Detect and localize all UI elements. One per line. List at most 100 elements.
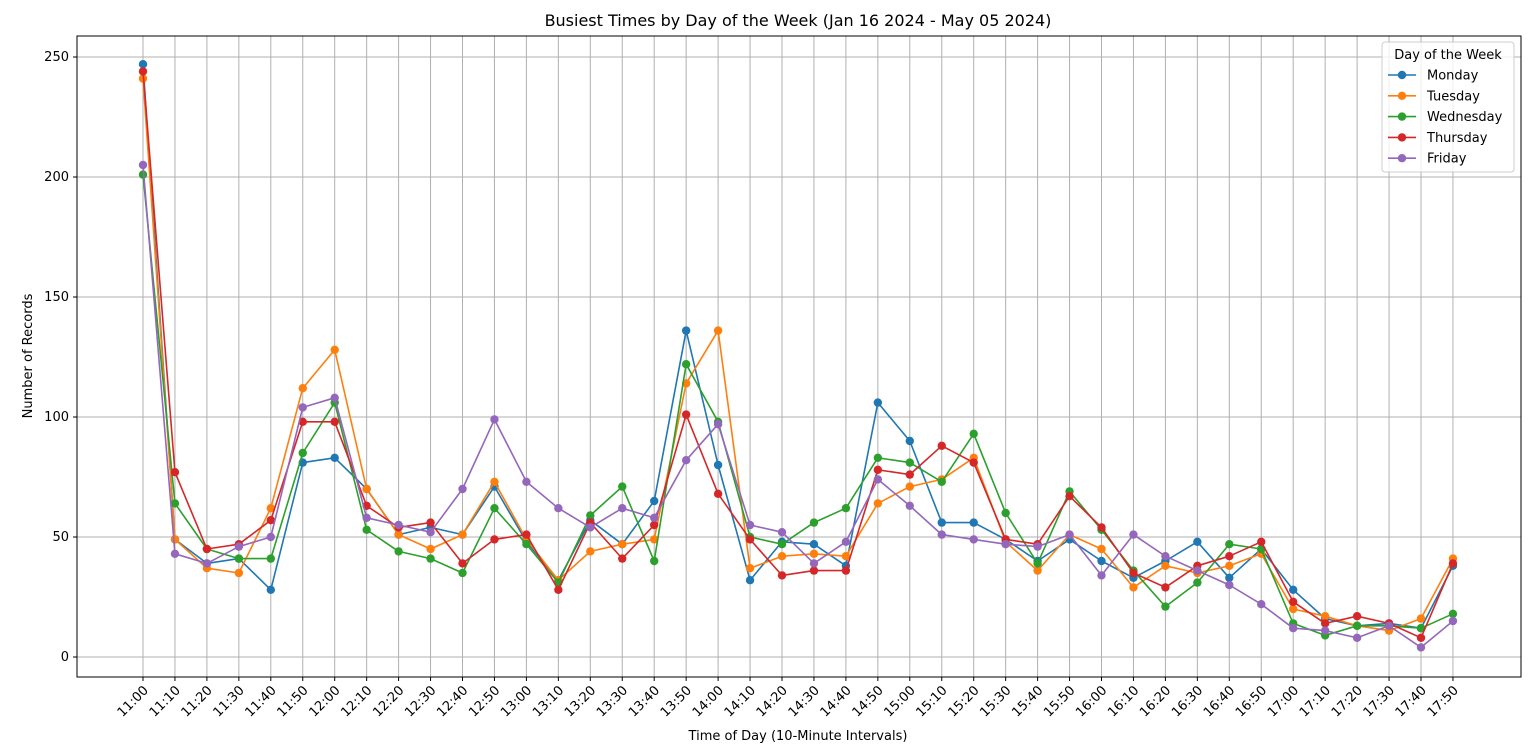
legend-item-thursday: Thursday [1388,131,1488,146]
data-point-tuesday [1416,614,1426,623]
series-wednesday [138,170,1458,640]
data-point-tuesday [809,549,819,558]
data-point-thursday [681,410,691,419]
data-point-thursday [1161,583,1170,592]
x-tick-label: 13:10 [530,683,567,720]
data-point-friday [426,528,435,537]
data-point-tuesday [458,530,467,539]
data-point-thursday [841,566,851,575]
data-point-tuesday [586,547,595,556]
legend-title: Day of the Week [1394,48,1502,63]
data-point-thursday [1289,597,1298,606]
data-point-tuesday [618,540,627,549]
y-axis-ticks: 0 50 100 150 200 250 [44,50,77,665]
x-tick-label: 12:40 [434,683,471,720]
data-point-friday [1257,600,1266,609]
data-point-tuesday [330,345,339,354]
data-point-friday [170,549,180,558]
data-point-monday [681,326,691,335]
data-point-thursday [809,566,819,575]
y-tick-label: 150 [44,290,69,305]
data-point-friday [1416,643,1426,652]
data-point-thursday [170,468,180,477]
x-tick-label: 13:40 [626,683,663,720]
data-point-monday [330,453,339,462]
data-point-thursday [1352,612,1362,621]
data-point-friday [330,393,339,402]
data-point-thursday [1065,492,1074,501]
data-point-wednesday [170,499,180,508]
x-tick-label: 15:00 [882,683,919,720]
x-tick-label: 17:00 [1265,683,1302,720]
data-point-tuesday [841,552,851,561]
chart-title: Busiest Times by Day of the Week (Jan 16… [545,11,1052,30]
data-point-monday [138,59,148,69]
y-tick-label: 0 [61,650,69,665]
legend-label: Monday [1427,69,1479,84]
data-point-friday [1001,540,1010,549]
data-point-friday [1225,580,1234,590]
data-point-tuesday [234,568,244,578]
y-tick-label: 100 [44,410,69,425]
data-point-wednesday [426,554,435,563]
data-point-tuesday [650,535,659,544]
x-tick-label: 14:00 [690,683,727,720]
data-point-wednesday [458,568,467,578]
x-tick-label: 11:20 [179,683,216,720]
series-line-thursday [142,71,1454,639]
legend-label: Thursday [1426,131,1488,146]
x-tick-label: 14:50 [850,683,887,720]
data-point-friday [266,532,275,542]
data-point-tuesday [1161,561,1170,570]
series-friday [138,160,1458,652]
x-tick-label: 13:00 [498,683,535,720]
x-tick-label: 16:40 [1201,683,1238,720]
data-point-monday [937,518,946,527]
x-tick-label: 11:50 [274,683,311,720]
x-tick-label: 14:20 [754,683,791,720]
data-point-monday [745,576,755,585]
data-point-wednesday [522,540,531,549]
legend-item-monday: Monday [1388,69,1479,84]
data-point-wednesday [841,504,851,513]
data-point-friday [1193,566,1202,575]
data-point-friday [873,475,883,484]
data-point-friday [1289,624,1298,633]
data-point-friday [937,530,946,539]
data-point-wednesday [1193,578,1202,587]
data-point-friday [841,537,851,546]
x-tick-label: 15:50 [1041,683,1078,720]
data-point-thursday [490,535,499,544]
series-tuesday [138,74,1458,635]
data-point-wednesday [234,554,244,563]
data-point-wednesday [1225,540,1234,549]
x-tick-label: 12:20 [370,683,407,720]
legend-marker [1397,70,1407,80]
data-point-thursday [777,571,787,580]
data-point-monday [873,398,883,407]
data-point-thursday [1448,559,1458,568]
data-point-thursday [458,559,467,568]
data-point-friday [1033,542,1042,551]
data-point-friday [586,523,595,532]
data-point-thursday [1320,619,1330,628]
legend-label: Friday [1427,152,1467,167]
x-tick-label: 11:40 [243,683,280,720]
x-tick-label: 15:20 [945,683,982,720]
legend-label: Tuesday [1426,89,1480,104]
data-point-tuesday [266,504,275,513]
data-point-tuesday [777,552,787,561]
data-point-tuesday [1225,561,1234,570]
data-point-friday [650,513,659,522]
data-point-tuesday [1289,604,1298,614]
data-point-monday [1289,585,1298,594]
data-point-friday [458,484,467,494]
data-point-thursday [969,458,978,467]
x-tick-label: 11:00 [115,683,152,720]
data-point-friday [1320,626,1330,635]
data-point-tuesday [1033,566,1042,575]
data-point-friday [618,504,627,513]
data-point-friday [490,415,499,424]
y-tick-label: 250 [44,50,69,65]
